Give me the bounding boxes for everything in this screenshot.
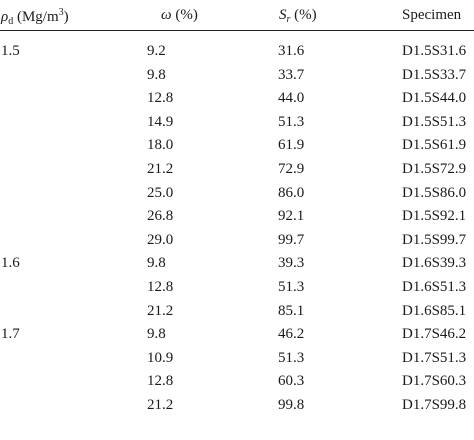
cell-water-content: 21.2 [147,161,174,177]
cell-dry-density: 1.6 [1,255,20,271]
cell-saturation: 99.7 [278,232,305,248]
cell-saturation: 86.0 [278,185,305,201]
cell-water-content: 18.0 [147,137,174,153]
cell-specimen: D1.6S85.1 [402,303,467,319]
saturation-unit: (%) [290,7,317,23]
cell-specimen: D1.6S51.3 [402,279,467,295]
cell-saturation: 44.0 [278,90,305,106]
cell-saturation: 31.6 [278,43,305,59]
cell-water-content: 9.8 [147,255,166,271]
cell-water-content: 21.2 [147,303,174,319]
header-specimen: Specimen [402,7,462,23]
water-content-unit: (%) [171,7,198,23]
cell-water-content: 26.8 [147,208,174,224]
water-content-symbol: ω [161,7,172,23]
cell-specimen: D1.7S99.8 [402,397,467,413]
cell-specimen: D1.5S92.1 [402,208,467,224]
cell-specimen: D1.7S51.3 [402,350,467,366]
cell-water-content: 9.8 [147,326,166,342]
cell-dry-density: 1.5 [1,43,20,59]
cell-saturation: 39.3 [278,255,305,271]
cell-saturation: 85.1 [278,303,305,319]
saturation-symbol: S [279,7,287,23]
cell-specimen: D1.7S60.3 [402,373,467,389]
density-unit-suffix: ) [63,9,69,25]
header-water-content: ω (%) [161,6,198,24]
cell-water-content: 25.0 [147,185,174,201]
cell-water-content: 12.8 [147,373,174,389]
cell-specimen: D1.5S72.9 [402,161,467,177]
saturation-subscript: r [286,14,291,25]
cell-specimen: D1.5S86.0 [402,185,467,201]
cell-water-content: 21.2 [147,397,174,413]
cell-saturation: 51.3 [278,350,305,366]
cell-specimen: D1.7S46.2 [402,326,467,342]
cell-dry-density: 1.7 [1,326,20,342]
cell-water-content: 14.9 [147,114,174,130]
cell-saturation: 33.7 [278,67,305,83]
cell-specimen: D1.5S99.7 [402,232,467,248]
cell-saturation: 92.1 [278,208,305,224]
cell-specimen: D1.5S61.9 [402,137,467,153]
cell-saturation: 60.3 [278,373,305,389]
cell-water-content: 12.8 [147,90,174,106]
cell-specimen: D1.5S33.7 [402,67,467,83]
density-unit-prefix: (Mg/m [13,9,59,25]
cell-saturation: 99.8 [278,397,305,413]
density-symbol: ρ [1,9,9,25]
header-divider [0,30,474,31]
cell-water-content: 9.2 [147,43,166,59]
cell-specimen: D1.5S31.6 [402,43,467,59]
cell-water-content: 10.9 [147,350,174,366]
cell-saturation: 46.2 [278,326,305,342]
cell-saturation: 72.9 [278,161,305,177]
cell-specimen: D1.6S39.3 [402,255,467,271]
table-header-row: ρd (Mg/m3) ω (%) Sr (%) Specimen [0,0,474,30]
header-saturation: Sr (%) [279,6,317,29]
cell-specimen: D1.5S44.0 [402,90,467,106]
cell-water-content: 9.8 [147,67,166,83]
cell-saturation: 61.9 [278,137,305,153]
cell-saturation: 51.3 [278,279,305,295]
cell-water-content: 12.8 [147,279,174,295]
cell-specimen: D1.5S51.3 [402,114,467,130]
cell-water-content: 29.0 [147,232,174,248]
header-dry-density: ρd (Mg/m3) [1,4,69,31]
density-unit-power: 3 [58,7,64,18]
density-subscript: d [8,16,14,27]
cell-saturation: 51.3 [278,114,305,130]
